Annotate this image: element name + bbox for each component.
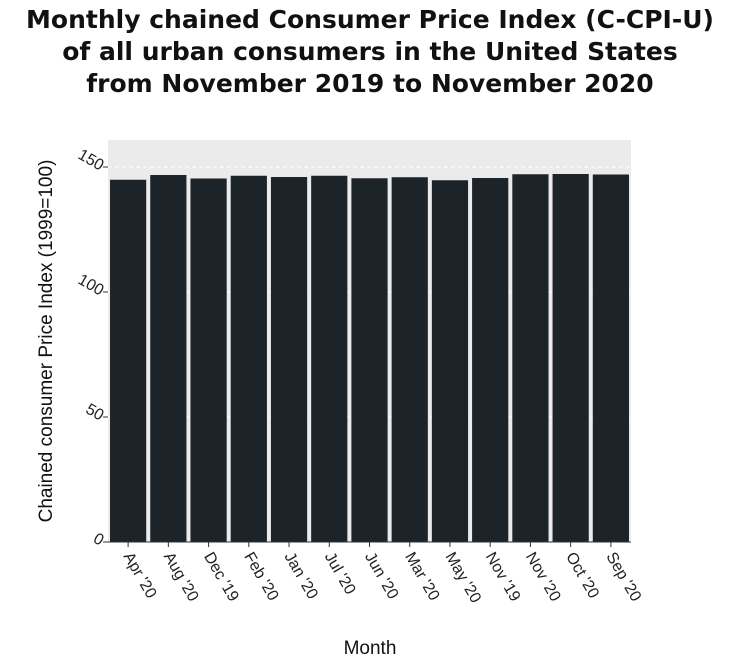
bar: [472, 178, 509, 542]
x-tick-label: Feb '20: [240, 550, 281, 604]
x-tick-label: Jul '20: [321, 550, 359, 598]
y-tick-label: 50: [83, 401, 107, 425]
bar: [351, 178, 388, 542]
x-tick-label: Mar '20: [401, 550, 442, 604]
chart-title: Monthly chained Consumer Price Index (C-…: [26, 5, 714, 98]
bar: [512, 174, 549, 542]
x-tick-label: Apr '20: [120, 550, 160, 602]
y-tick-label: 150: [75, 146, 107, 174]
bar: [592, 174, 629, 542]
bar: [270, 177, 308, 542]
bar: [190, 178, 227, 542]
x-tick-label: Aug '20: [160, 550, 202, 605]
x-tick-label: Jan '20: [281, 550, 321, 603]
y-tick-label: 0: [90, 530, 106, 549]
x-axis-label: Month: [344, 638, 397, 659]
x-tick-label: Sep '20: [602, 550, 644, 605]
x-tick-label: Dec '19: [200, 550, 242, 605]
bar: [230, 175, 267, 542]
x-tick-label: Nov '19: [482, 550, 524, 605]
bar: [552, 174, 589, 542]
bars: [110, 174, 629, 542]
bar: [311, 175, 348, 542]
y-tick-label: 100: [75, 271, 107, 299]
bar: [391, 177, 428, 542]
bar: [110, 179, 147, 542]
bar: [431, 180, 469, 542]
y-axis-label: Chained consumer Price Index (1999=100): [36, 160, 57, 523]
x-tick-label: May '20: [441, 550, 484, 607]
x-tick-label: Nov '20: [522, 550, 564, 605]
x-tick-label: Jun '20: [361, 550, 401, 603]
x-tick-label: Oct '20: [562, 550, 602, 602]
y-axis: 0 50 100 150: [75, 146, 108, 550]
bar: [150, 175, 187, 542]
